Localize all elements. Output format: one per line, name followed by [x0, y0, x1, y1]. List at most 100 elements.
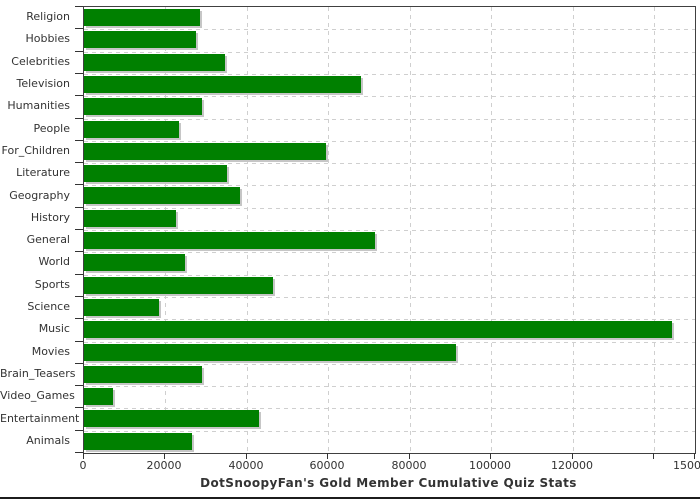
x-tick-label: 40000	[228, 459, 264, 472]
x-tick-label: 80000	[391, 459, 427, 472]
x-tick-mark	[83, 453, 84, 459]
gridline-horizontal	[84, 364, 695, 365]
category-label: Geography	[9, 189, 70, 202]
bar-celebrities	[84, 54, 225, 71]
x-tick-mark	[246, 453, 247, 459]
bar-entertainment	[84, 410, 259, 427]
bar-science	[84, 299, 159, 316]
gridline-horizontal	[84, 386, 695, 387]
category-label: Science	[27, 300, 70, 313]
category-label: Hobbies	[25, 32, 70, 45]
bar-geography	[84, 187, 240, 204]
y-tick-mark	[75, 407, 83, 408]
category-label: Brain_Teasers	[0, 367, 76, 380]
gridline-horizontal	[84, 29, 695, 30]
y-axis-labels: Religion Hobbies Celebrities Television Huma…	[0, 6, 80, 452]
x-tick-mark	[327, 453, 328, 459]
bar-television	[84, 76, 361, 93]
bar-movies	[84, 344, 456, 361]
gridline-horizontal	[84, 96, 695, 97]
category-label: Video_Games	[0, 389, 75, 402]
bar-history	[84, 210, 176, 227]
gridline-horizontal	[84, 408, 695, 409]
category-label: Humanities	[7, 99, 70, 112]
category-label: Music	[38, 322, 70, 335]
category-label: Religion	[26, 10, 70, 23]
category-label: Sports	[34, 278, 70, 291]
y-tick-mark	[75, 229, 83, 230]
gridline-horizontal	[84, 252, 695, 253]
y-tick-mark	[75, 73, 83, 74]
category-label: Entertainment	[0, 412, 80, 425]
y-tick-mark	[75, 452, 83, 453]
y-tick-mark	[75, 28, 83, 29]
bar-video_games	[84, 388, 113, 405]
y-tick-mark	[75, 251, 83, 252]
y-tick-mark	[75, 274, 83, 275]
x-tick-label: 120000	[551, 459, 593, 472]
y-tick-mark	[75, 318, 83, 319]
gridline-horizontal	[84, 185, 695, 186]
y-tick-mark	[75, 6, 83, 7]
bar-humanities	[84, 98, 202, 115]
gridline-horizontal	[84, 74, 695, 75]
x-tick-mark	[694, 453, 695, 459]
category-label: For_Children	[1, 144, 70, 157]
bar-animals	[84, 433, 192, 450]
gridline-horizontal	[84, 297, 695, 298]
y-tick-mark	[75, 140, 83, 141]
x-tick-label: 150000	[673, 459, 700, 472]
x-tick-mark	[164, 453, 165, 459]
category-label: World	[38, 255, 70, 268]
x-tick-label: 60000	[309, 459, 345, 472]
bar-literature	[84, 165, 227, 182]
y-tick-mark	[75, 95, 83, 96]
category-label: Literature	[16, 166, 70, 179]
x-tick-mark	[572, 453, 573, 459]
gridline-horizontal	[84, 431, 695, 432]
bar-brain_teasers	[84, 366, 202, 383]
bottom-border	[0, 497, 700, 499]
gridline-horizontal	[84, 342, 695, 343]
x-tick-label: 20000	[146, 459, 182, 472]
y-tick-mark	[75, 385, 83, 386]
x-tick-label: 0	[79, 459, 87, 472]
gridline-horizontal	[84, 163, 695, 164]
gridline-horizontal	[84, 230, 695, 231]
bar-sports	[84, 277, 273, 294]
category-label: Animals	[26, 434, 70, 447]
y-tick-mark	[75, 430, 83, 431]
gridline-horizontal	[84, 119, 695, 120]
bar-religion	[84, 9, 200, 26]
bar-hobbies	[84, 31, 196, 48]
y-tick-mark	[75, 207, 83, 208]
bar-world	[84, 254, 185, 271]
gridline-horizontal	[84, 208, 695, 209]
y-tick-mark	[75, 296, 83, 297]
bar-music	[84, 321, 672, 338]
y-tick-mark	[75, 51, 83, 52]
category-label: Movies	[31, 345, 70, 358]
y-tick-mark	[75, 118, 83, 119]
bar-for_children	[84, 143, 326, 160]
category-label: People	[33, 122, 70, 135]
bar-people	[84, 121, 179, 138]
category-label: Television	[16, 77, 71, 90]
gridline-horizontal	[84, 275, 695, 276]
gridline-horizontal	[84, 319, 695, 320]
category-label: General	[26, 233, 70, 246]
x-tick-mark	[653, 453, 654, 459]
y-tick-mark	[75, 341, 83, 342]
y-tick-mark	[75, 162, 83, 163]
category-label: History	[30, 211, 70, 224]
category-label: Celebrities	[11, 55, 70, 68]
y-tick-mark	[75, 184, 83, 185]
chart-title: DotSnoopyFan's Gold Member Cumulative Qu…	[200, 476, 577, 490]
x-tick-mark	[490, 453, 491, 459]
y-tick-mark	[75, 363, 83, 364]
bar-general	[84, 232, 375, 249]
gridline-horizontal	[84, 141, 695, 142]
x-tick-label: 100000	[469, 459, 511, 472]
gridline-horizontal	[84, 52, 695, 53]
